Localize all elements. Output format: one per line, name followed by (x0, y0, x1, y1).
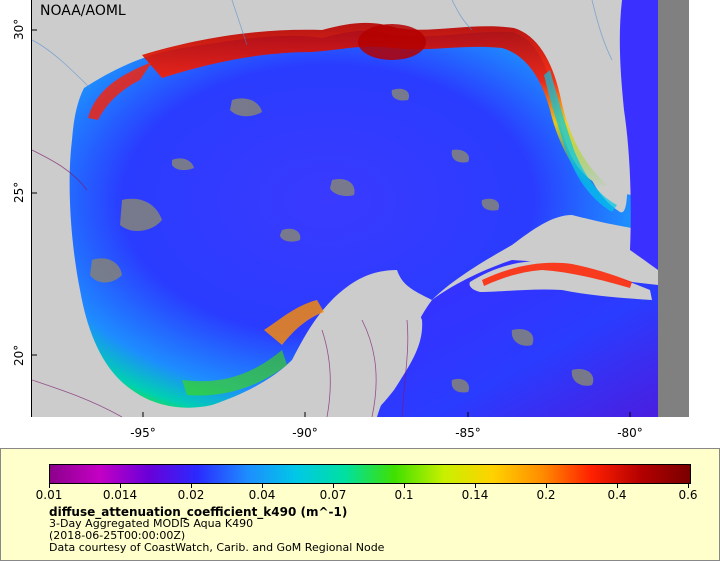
colorbar-tick (688, 484, 689, 488)
gulf-water (69, 30, 644, 408)
x-tick-label: -90° (292, 426, 318, 440)
dataset-description: 3-Day Aggregated MODIS Aqua K490 (49, 517, 254, 530)
colorbar-tick (49, 484, 50, 488)
colorbar-tick (404, 484, 405, 488)
cuba-coast-band (482, 262, 632, 288)
colorbar-label: 0.2 (536, 488, 556, 502)
map-plot-area[interactable] (31, 0, 689, 417)
florida-land (550, 55, 628, 213)
colorbar-label: 0.02 (177, 488, 205, 502)
colorbar-label: 0.1 (394, 488, 414, 502)
colorbar-label: 0.07 (319, 488, 347, 502)
colorbar-label: 0.01 (35, 488, 63, 502)
florida-coast-band (544, 70, 617, 212)
data-courtesy: Data courtesy of CoastWatch, Carib. and … (49, 541, 385, 554)
campeche-green (182, 350, 287, 396)
boundary-lines (32, 149, 409, 417)
colorbar-label: 0.014 (102, 488, 138, 502)
mississippi-plume (358, 24, 426, 60)
colorbar-tick (617, 484, 618, 488)
texas-coast-band (88, 62, 152, 120)
colorbar-tick (475, 484, 476, 488)
colorbar-tick (333, 484, 334, 488)
atlantic-water (619, 0, 658, 270)
x-tick-label: -80° (617, 426, 643, 440)
campeche-band (264, 300, 324, 345)
map-tick-marks (32, 29, 631, 417)
colorbar-tick (120, 484, 121, 488)
x-tick-label: -85° (455, 426, 481, 440)
dataset-timestamp: (2018-06-25T00:00:00Z) (49, 529, 186, 542)
yucatan-land (212, 271, 423, 417)
y-tick-label: 20° (12, 344, 26, 366)
river-lines (32, 0, 613, 91)
colorbar-label: 0.6 (678, 488, 698, 502)
colorbar-tick (262, 484, 263, 488)
map-frame: NOAA/AOML 30° 25° 20° -95° -90° -85° -80… (12, 0, 689, 440)
y-tick-label: 25° (12, 181, 26, 203)
variable-title: diffuse_attenuation_coefficient_k490 (m^… (49, 505, 348, 519)
colorbar-label: 0.04 (248, 488, 276, 502)
x-tick-label: -95° (130, 426, 156, 440)
nodata-strip (658, 0, 689, 417)
colorbar-tick (546, 484, 547, 488)
colorbar-label: 0.4 (607, 488, 627, 502)
colorbar-label: 0.14 (461, 488, 489, 502)
cloud-patches (90, 88, 594, 393)
y-tick-label: 30° (12, 18, 26, 40)
colorbar-tick (191, 484, 192, 488)
legend-panel: 0.01 0.014 0.02 0.04 0.07 0.1 0.14 0.2 0… (0, 448, 720, 561)
credit-label: NOAA/AOML (38, 3, 128, 19)
k490-map (32, 0, 689, 417)
colorbar (49, 464, 691, 484)
